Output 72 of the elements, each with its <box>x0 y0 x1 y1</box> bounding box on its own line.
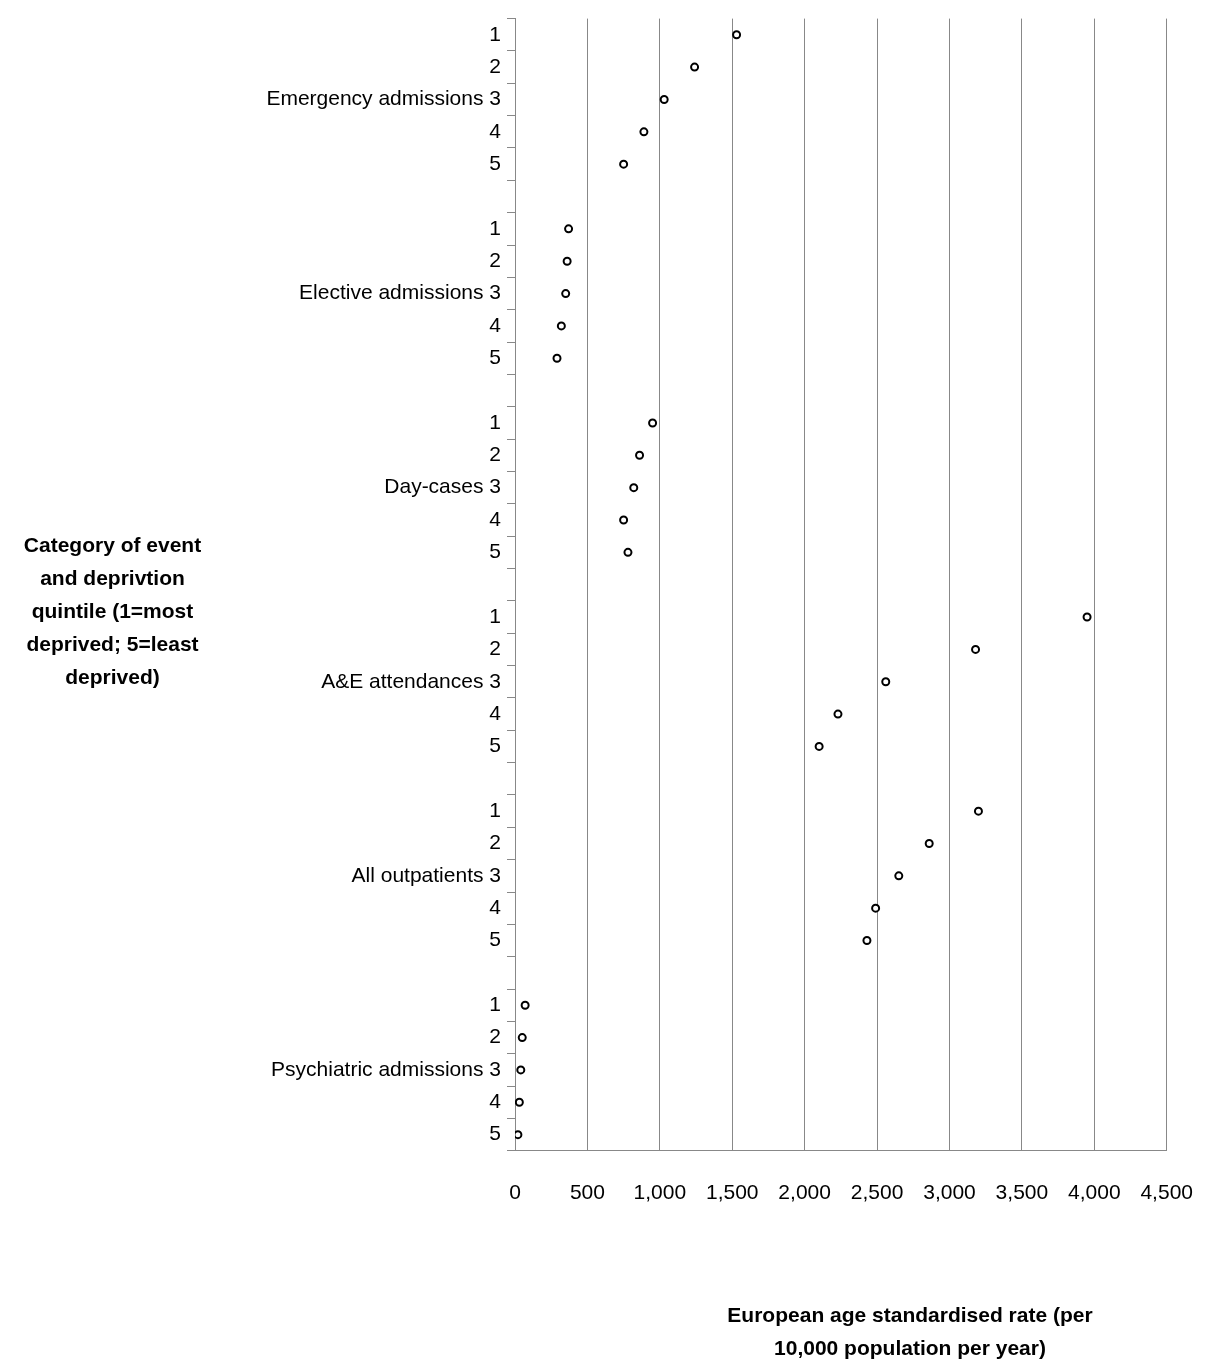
point <box>515 1097 524 1107</box>
point <box>894 871 904 881</box>
y-tick-label: A&E attendances 3 <box>321 668 501 692</box>
y-tick-label: Emergency admissions 3 <box>266 86 501 110</box>
y-tick-label: 4 <box>489 894 502 918</box>
y-tick-label: 1 <box>489 603 501 627</box>
y-tick-label: Elective admissions 3 <box>299 280 501 304</box>
point <box>833 709 843 719</box>
y-tick-label: 5 <box>489 733 501 757</box>
x-tick-label: 3,000 <box>923 1180 976 1204</box>
x-tick-label: 2,500 <box>850 1180 904 1204</box>
y-tick-label: All outpatients 3 <box>351 862 501 886</box>
y-tick-label: 5 <box>489 927 501 951</box>
x-tick-label: 0 <box>509 1180 521 1204</box>
y-tick-label: 2 <box>489 248 501 272</box>
point <box>562 256 572 266</box>
y-tick-label: Day-cases 3 <box>384 474 501 498</box>
y-tick-label: Psychiatric admissions 3 <box>271 1056 501 1080</box>
y-tick-label: 4 <box>489 118 502 142</box>
y-tick-label: 2 <box>489 442 501 466</box>
point <box>619 515 629 525</box>
y-tick-label: 5 <box>489 539 501 563</box>
x-tick-label: 4,500 <box>1140 1180 1194 1204</box>
y-tick-label: 2 <box>489 830 501 854</box>
point <box>516 1065 526 1075</box>
x-tick-label: 1,500 <box>705 1180 759 1204</box>
point <box>517 1033 527 1043</box>
y-tick-label: 4 <box>489 506 502 530</box>
y-tick-label: 1 <box>489 409 501 433</box>
point <box>971 644 981 654</box>
x-tick-label: 1,000 <box>633 1180 687 1204</box>
point <box>862 936 872 946</box>
point <box>924 838 934 848</box>
point <box>564 224 574 234</box>
point <box>639 127 649 137</box>
y-tick-label: 4 <box>489 312 502 336</box>
point <box>973 806 983 816</box>
point <box>814 741 824 751</box>
point <box>732 30 742 40</box>
point <box>659 94 669 104</box>
y-tick-label: 2 <box>489 636 501 660</box>
y-tick-label: 1 <box>489 21 501 45</box>
y-tick-label: 1 <box>489 215 501 239</box>
y-tick-label: 5 <box>489 345 501 369</box>
point <box>552 353 562 363</box>
y-tick-label: 2 <box>489 53 501 77</box>
y-tick-label: 5 <box>489 1121 501 1145</box>
y-tick-label: 1 <box>489 992 501 1016</box>
point <box>619 159 629 169</box>
point <box>629 483 639 493</box>
point <box>1082 612 1092 622</box>
point <box>635 450 645 460</box>
x-tick-label: 500 <box>569 1180 605 1204</box>
point <box>648 418 658 428</box>
x-tick-label: 2,000 <box>778 1180 831 1204</box>
point <box>690 62 700 72</box>
point <box>520 1000 530 1010</box>
y-axis-title: Category of event and deprivtion quintile (1=most deprived; 5=least deprived) <box>22 532 203 690</box>
y-tick-label: 4 <box>489 700 502 724</box>
x-tick-label: 3,500 <box>995 1180 1049 1204</box>
y-tick-label: 1 <box>489 797 501 821</box>
y-tick-label: 5 <box>489 150 501 174</box>
point <box>623 547 633 557</box>
point <box>881 677 891 687</box>
point <box>556 321 566 331</box>
point <box>561 289 571 299</box>
y-tick-label: 4 <box>489 1089 502 1113</box>
point <box>871 903 881 913</box>
x-tick-label: 4,000 <box>1068 1180 1121 1204</box>
point <box>515 1130 523 1140</box>
x-axis-title: European age standardised rate (per 10,000 population per year) <box>726 1302 1094 1361</box>
y-tick-label: 2 <box>489 1024 501 1048</box>
